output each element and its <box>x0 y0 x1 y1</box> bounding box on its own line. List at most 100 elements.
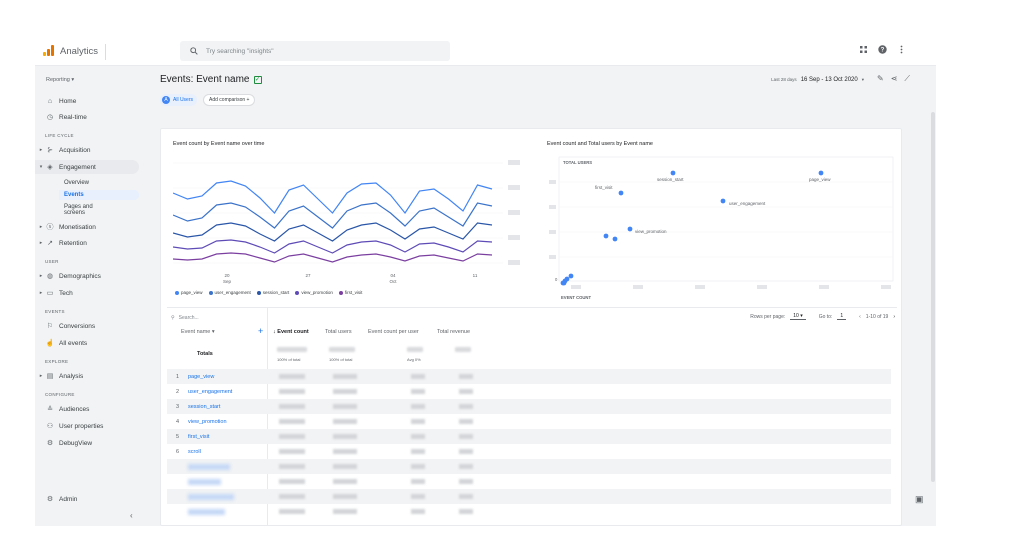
sidebar-item-overview[interactable]: Overview <box>64 180 90 186</box>
x-tick-label-blurred <box>757 285 767 289</box>
rows-per-page-select[interactable]: 10 ▾ <box>790 313 806 320</box>
series-line-user_engagement[interactable] <box>173 202 493 229</box>
rows-per-page-value: 10 <box>793 313 799 319</box>
table-row[interactable]: 3 session_start <box>167 399 891 414</box>
add-comparison-button[interactable]: Add comparison + <box>203 94 256 106</box>
scatter-point-label: page_view <box>809 177 831 182</box>
totals-users-share: 100% of total <box>329 357 353 362</box>
share-icon[interactable]: ⋖ <box>890 74 898 83</box>
metric-value-blurred <box>333 494 357 499</box>
sidebar-item-monetisation[interactable]: ▸ ⓢ Monetisation <box>35 220 139 234</box>
sidebar-item-home[interactable]: ⌂ Home <box>35 94 139 108</box>
legend-item-first_visit[interactable]: first_visit <box>338 290 362 295</box>
insights-icon[interactable]: ⟋ <box>904 74 910 83</box>
table-search-input[interactable]: ⚲ Search... <box>171 315 199 321</box>
column-header-event-count[interactable]: ↓ Event count <box>273 329 309 335</box>
top-bar: Analytics Try searching "insights" ? <box>35 38 936 66</box>
scatter-point[interactable] <box>627 226 633 232</box>
event-name-link[interactable]: session_start <box>188 403 221 410</box>
sidebar-item-demographics[interactable]: ▸ ◍ Demographics <box>35 269 139 283</box>
table-row[interactable]: 5 first_visit <box>167 429 891 444</box>
row-number: 5 <box>175 433 179 440</box>
sidebar-item-acquisition[interactable]: ▸ ⊱ Acquisition <box>35 143 139 157</box>
sidebar-item-pages-screens[interactable]: Pages and screens <box>64 204 93 216</box>
feedback-icon[interactable]: ▣ <box>915 494 924 504</box>
sidebar-item-user-properties[interactable]: ⚇ User properties <box>35 419 139 433</box>
collapse-sidebar-icon[interactable]: ‹ <box>130 511 133 520</box>
add-dimension-icon[interactable]: + <box>258 326 264 336</box>
scatter-point[interactable] <box>720 198 726 204</box>
event-name-link[interactable]: user_engagement <box>188 388 233 395</box>
goto-page-input[interactable]: 1 <box>837 313 847 320</box>
sidebar-item-retention[interactable]: ▸ ↗ Retention <box>35 236 139 250</box>
scatter-point[interactable] <box>670 170 676 176</box>
metric-value-blurred <box>459 464 473 469</box>
verified-report-icon[interactable]: ✓ <box>253 75 262 84</box>
prev-page-icon[interactable]: ‹ <box>859 313 861 320</box>
event-name-link[interactable]: page_view <box>188 373 215 380</box>
edit-report-icon[interactable]: ✎ <box>876 74 884 83</box>
metric-value-blurred <box>459 449 473 454</box>
table-row[interactable] <box>167 474 891 489</box>
series-line-view_promotion[interactable] <box>173 239 493 254</box>
sidebar-item-analysis[interactable]: ▸ ▤ Analysis <box>35 369 139 383</box>
series-line-session_start[interactable] <box>173 222 493 242</box>
scatter-point[interactable] <box>560 280 566 286</box>
page-scrollbar[interactable] <box>931 112 935 482</box>
sidebar-item-debugview[interactable]: ⚙ DebugView <box>35 436 139 450</box>
table-row[interactable] <box>167 459 891 474</box>
date-range-picker[interactable]: Last 28 days 16 Sep - 13 Oct 2020 ▾ <box>771 77 864 83</box>
table-row[interactable]: 4 view_promotion <box>167 414 891 429</box>
series-line-page_view[interactable] <box>173 180 493 215</box>
comparison-chip-all-users[interactable]: A All Users <box>160 94 198 106</box>
event-name-link[interactable]: first_visit <box>188 433 210 440</box>
metric-value-blurred <box>333 479 357 484</box>
column-header-total-revenue[interactable]: Total revenue <box>437 329 471 335</box>
legend-item-view_promotion[interactable]: view_promotion <box>295 290 333 295</box>
table-row[interactable] <box>167 504 891 519</box>
table-row[interactable]: 1 page_view <box>167 369 891 384</box>
legend-item-page_view[interactable]: page_view <box>175 290 203 295</box>
sidebar-item-events[interactable]: Events <box>59 190 139 200</box>
scatter-point[interactable] <box>618 190 624 196</box>
sidebar-item-tech[interactable]: ▸ ▭ Tech <box>35 286 139 300</box>
more-vert-icon[interactable] <box>897 45 906 54</box>
sidebar-item-admin[interactable]: ⚙ Admin <box>35 492 139 506</box>
table-row[interactable] <box>167 489 891 504</box>
legend-item-user_engagement[interactable]: user_engagement <box>208 290 251 295</box>
help-icon[interactable]: ? <box>878 45 887 54</box>
analytics-logo-icon[interactable] <box>43 45 54 56</box>
sidebar-item-realtime[interactable]: ◷ Real-time <box>35 110 139 124</box>
column-header-event-name[interactable]: Event name ▾ <box>181 329 215 335</box>
sidebar-item-audiences[interactable]: ≗ Audiences <box>35 402 139 416</box>
event-name-link[interactable]: scroll <box>188 448 201 455</box>
search-input[interactable]: Try searching "insights" <box>180 41 450 61</box>
series-line-first_visit[interactable] <box>173 252 493 263</box>
globe-icon: ◍ <box>46 273 54 280</box>
scatter-point[interactable] <box>603 233 609 239</box>
table-row[interactable]: 2 user_engagement <box>167 384 891 399</box>
sidebar-item-all-events[interactable]: ☝ All events <box>35 336 139 350</box>
scatter-point[interactable] <box>612 236 618 242</box>
sidebar-item-engagement[interactable]: ▾ ◈ Engagement <box>35 160 139 174</box>
next-page-icon[interactable]: › <box>893 313 895 320</box>
y-tick-label-blurred <box>549 230 556 234</box>
scatter-point[interactable] <box>568 273 574 279</box>
event-name-link[interactable]: view_promotion <box>188 418 227 425</box>
scatter-chart[interactable]: TOTAL USERS EVENT COUNT 0 session_start pag… <box>547 153 897 303</box>
debug-icon: ⚙ <box>46 440 54 447</box>
scatter-point[interactable] <box>818 170 824 176</box>
sidebar-item-conversions[interactable]: ⚐ Conversions <box>35 319 139 333</box>
section-events: EVENTS <box>45 309 65 314</box>
metric-value-blurred <box>279 419 305 424</box>
chevron-right-icon: ▸ <box>39 273 43 279</box>
legend-label: session_start <box>262 290 290 295</box>
legend-item-session_start[interactable]: session_start <box>256 290 290 295</box>
column-header-event-count-per-user[interactable]: Event count per user <box>368 329 419 335</box>
section-user: USER <box>45 259 59 264</box>
property-selector[interactable]: Reporting ▾ <box>46 77 74 83</box>
column-header-total-users[interactable]: Total users <box>325 329 352 335</box>
table-row[interactable]: 6 scroll <box>167 444 891 459</box>
apps-grid-icon[interactable] <box>859 45 868 54</box>
